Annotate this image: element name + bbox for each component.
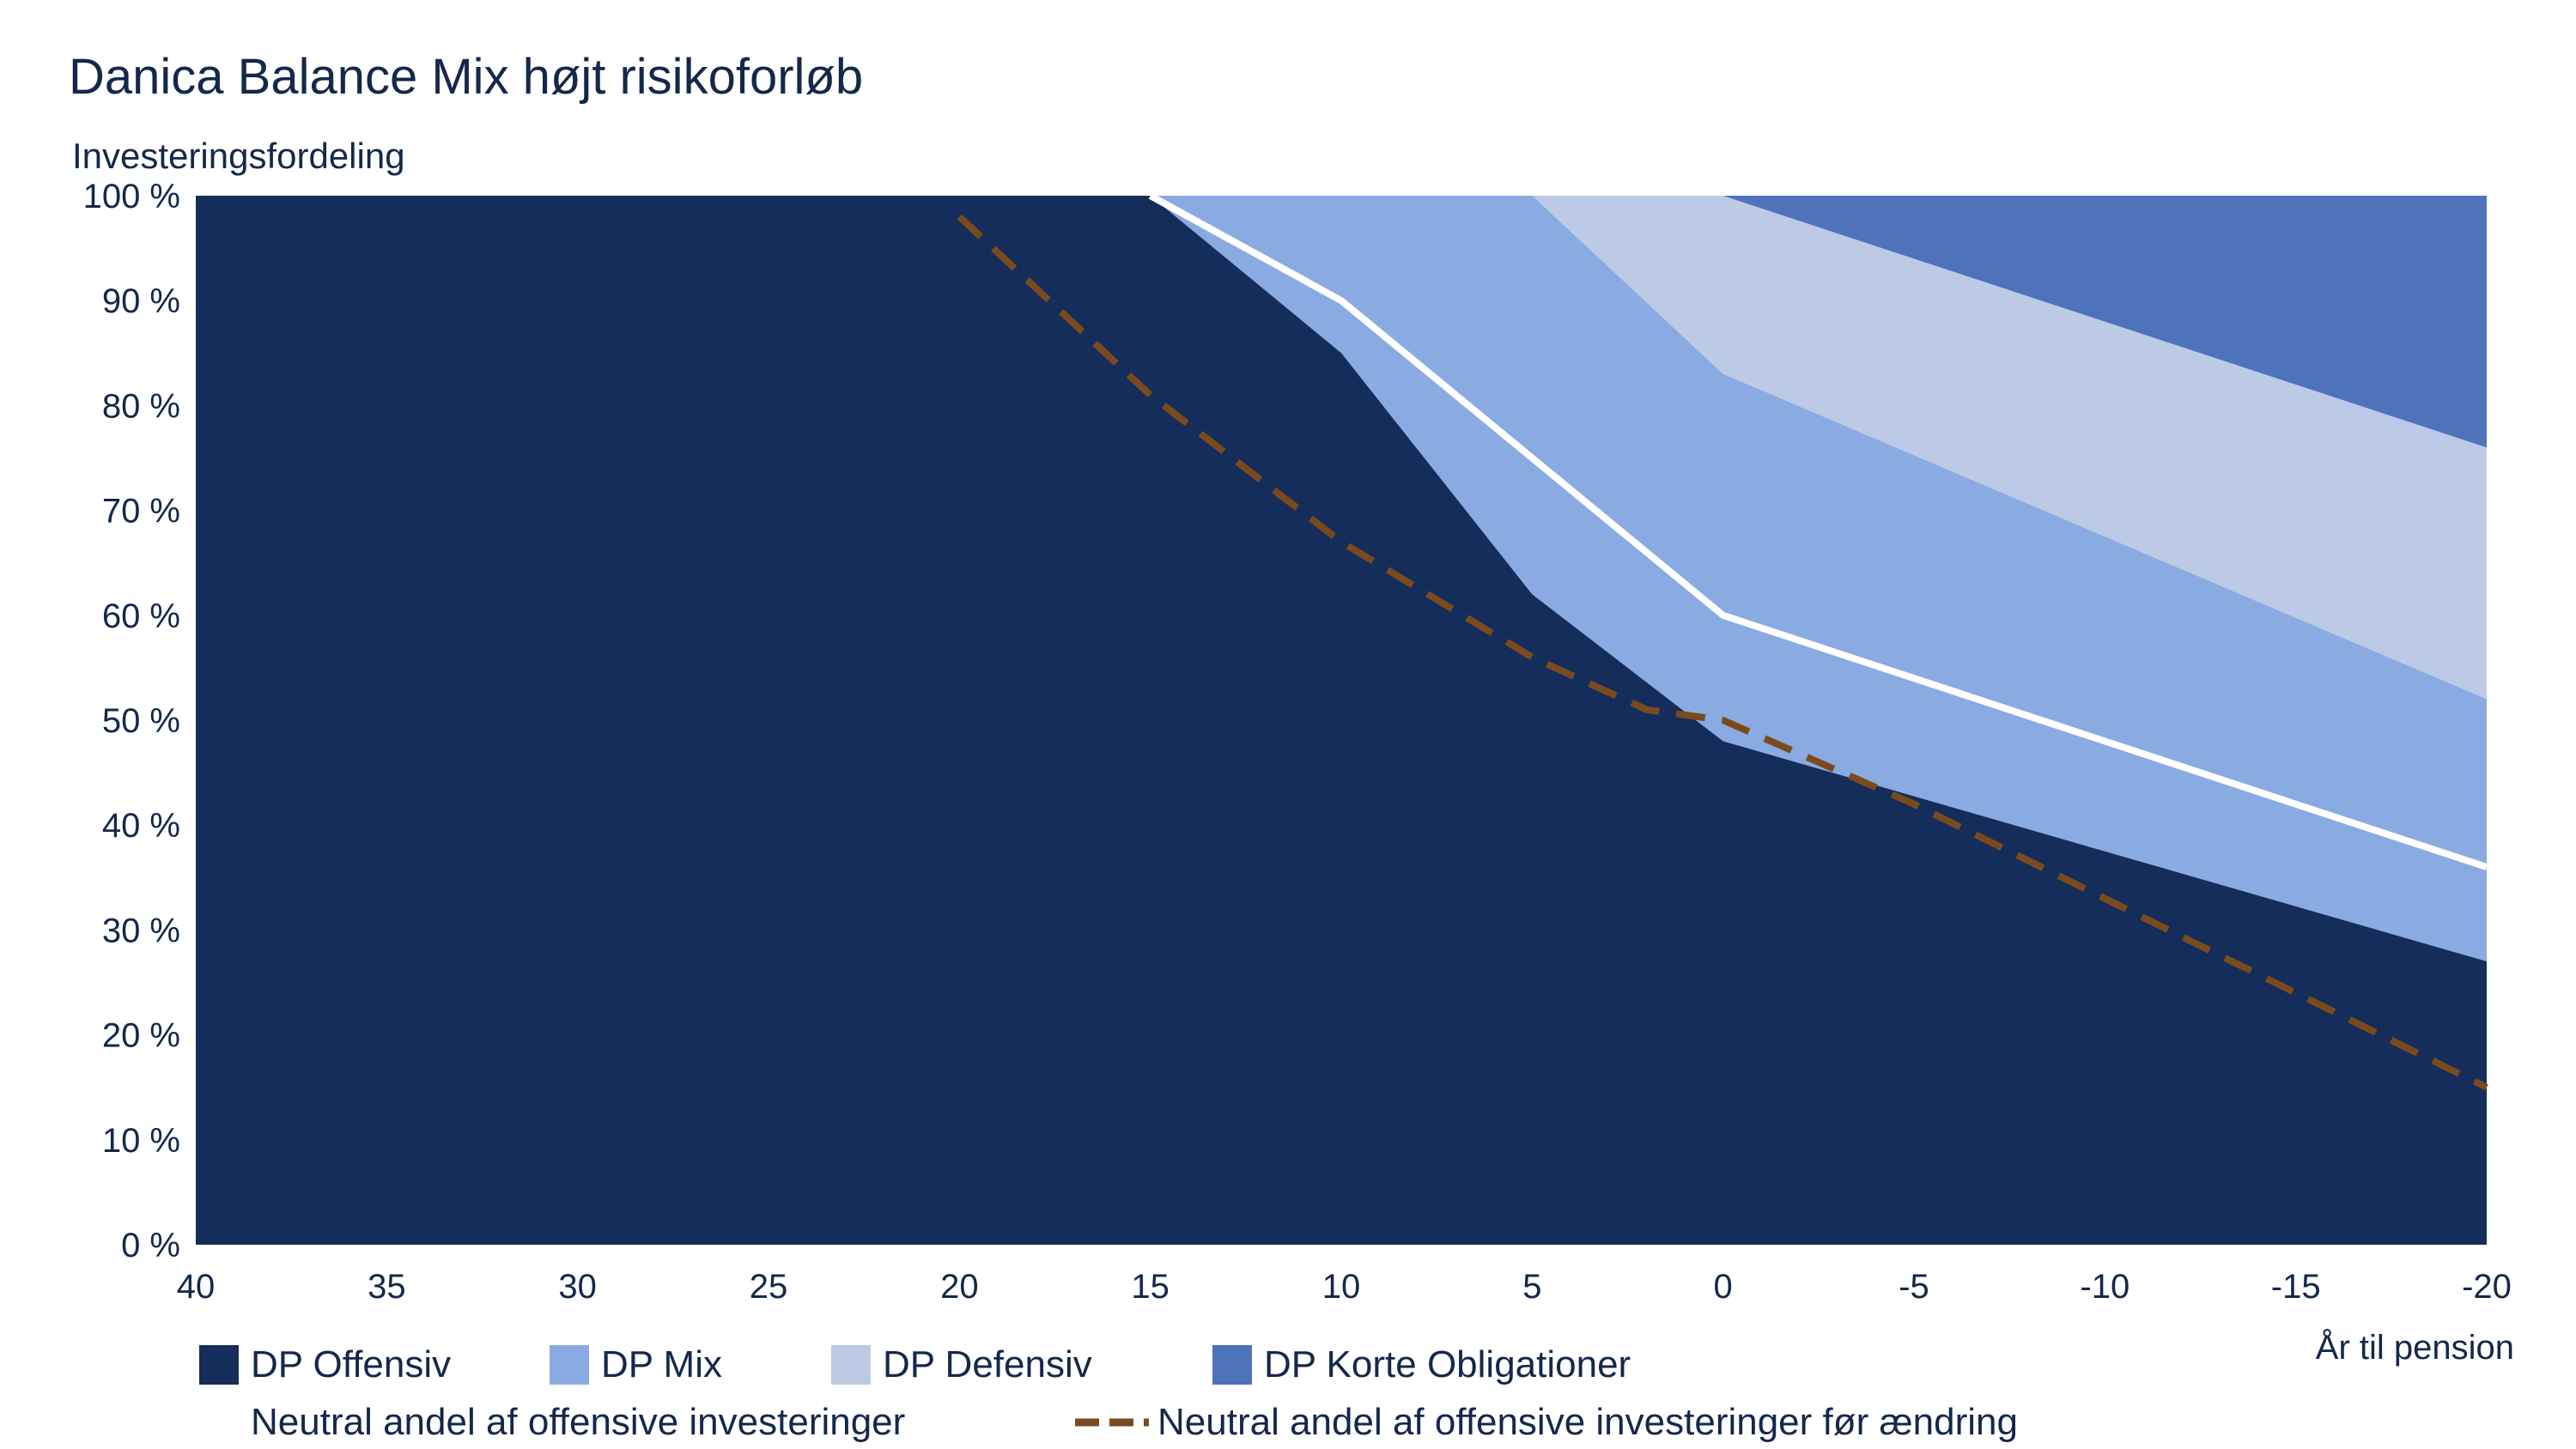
x-tick-label: -5: [1899, 1268, 1929, 1306]
x-tick-label: 10: [1322, 1268, 1361, 1306]
legend-swatch-korte: [1212, 1345, 1252, 1385]
legend-swatch-mix: [550, 1345, 589, 1385]
x-tick-label: 15: [1131, 1268, 1170, 1306]
chart-title: Danica Balance Mix højt risikoforløb: [69, 49, 864, 105]
x-tick-label: 20: [940, 1268, 979, 1306]
y-tick-label: 0 %: [121, 1227, 180, 1264]
x-tick-label: 30: [558, 1268, 597, 1306]
x-tick-label: 40: [177, 1268, 216, 1306]
y-axis-label: Investeringsfordeling: [72, 136, 405, 176]
y-tick-label: 100 %: [83, 178, 180, 215]
y-tick-label: 60 %: [102, 597, 180, 635]
y-tick-label: 90 %: [102, 282, 180, 320]
y-tick-label: 30 %: [102, 912, 180, 949]
legend-label-korte: DP Korte Obligationer: [1264, 1343, 1631, 1385]
y-tick-label: 20 %: [102, 1017, 180, 1055]
area-dp-offensiv: [196, 196, 2487, 1245]
y-tick-label: 10 %: [102, 1122, 180, 1160]
x-tick-label: -15: [2271, 1268, 2321, 1306]
legend-label-defensiv: DP Defensiv: [883, 1343, 1092, 1385]
legend-swatch-defensiv: [831, 1345, 871, 1385]
x-tick-label: 0: [1714, 1268, 1733, 1306]
legend-label-offensiv: DP Offensiv: [251, 1343, 452, 1385]
legend-label-neutral-before: Neutral andel af offensive investeringer…: [1157, 1401, 2018, 1443]
legend-item-korte: DP Korte Obligationer: [1212, 1343, 1631, 1386]
legend-item-neutral-before: Neutral andel af offensive investeringer…: [1073, 1401, 2018, 1444]
y-tick-label: 40 %: [102, 807, 180, 845]
legend-swatch-neutral-before: [1073, 1403, 1151, 1442]
legend-item-defensiv: DP Defensiv: [831, 1343, 1092, 1386]
x-axis-label: År til pension: [2315, 1329, 2514, 1367]
x-tick-label: 35: [368, 1268, 406, 1306]
legend-label-neutral: Neutral andel af offensive investeringer: [251, 1401, 906, 1443]
legend-swatch-neutral: [199, 1403, 239, 1442]
x-tick-label: -20: [2462, 1268, 2512, 1306]
x-tick-label: 25: [750, 1268, 788, 1306]
legend-item-mix: DP Mix: [550, 1343, 722, 1386]
legend-swatch-offensiv: [199, 1345, 239, 1385]
legend-item-neutral: Neutral andel af offensive investeringer: [199, 1401, 905, 1444]
legend-item-offensiv: DP Offensiv: [199, 1343, 451, 1386]
line-neutral-andel-af-offensive-investeringer-f-r-ndring: [957, 214, 2488, 1091]
y-tick-label: 80 %: [102, 387, 180, 425]
y-tick-label: 70 %: [102, 493, 180, 530]
legend-label-mix: DP Mix: [601, 1343, 722, 1385]
x-tick-label: 5: [1522, 1268, 1541, 1306]
x-tick-label: -10: [2080, 1268, 2129, 1306]
line-neutral-andel-af-offensive-investeringer: [1148, 192, 2488, 870]
y-tick-label: 50 %: [102, 702, 180, 740]
